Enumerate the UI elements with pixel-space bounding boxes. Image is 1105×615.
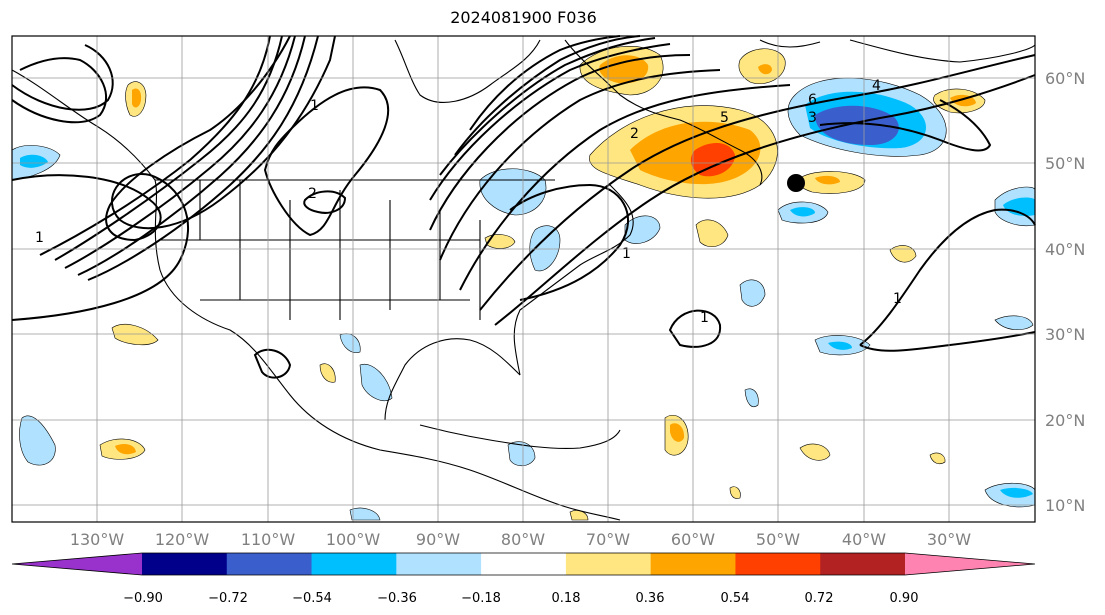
lat-label: 60°N bbox=[1045, 69, 1085, 88]
contour-label: 1 bbox=[622, 246, 631, 262]
lon-label: 40°W bbox=[842, 530, 886, 549]
colorbar-segment bbox=[650, 553, 736, 575]
colorbar-tick-label: −0.36 bbox=[377, 591, 417, 606]
lon-label: 130°W bbox=[70, 530, 125, 549]
lon-label: 50°W bbox=[756, 530, 800, 549]
colorbar-tick-labels: −0.90 −0.72 −0.54 −0.36 −0.18 0.18 0.36 … bbox=[123, 591, 918, 606]
colorbar-segment bbox=[820, 553, 906, 575]
colorbar-segment bbox=[481, 553, 567, 575]
lat-label: 20°N bbox=[1045, 411, 1085, 430]
contour-label: 2 bbox=[630, 126, 639, 142]
contour-label: 5 bbox=[720, 110, 729, 126]
longitude-labels: 130°W 120°W 110°W 100°W 90°W 80°W 70°W 6… bbox=[70, 530, 971, 549]
colorbar-segment bbox=[565, 553, 652, 575]
lat-label: 30°N bbox=[1045, 325, 1085, 344]
lon-label: 100°W bbox=[326, 530, 381, 549]
contour-label: 3 bbox=[808, 110, 817, 126]
lon-label: 60°W bbox=[671, 530, 715, 549]
positive-anomaly-newfoundland-peak bbox=[690, 143, 735, 177]
colorbar-tick-label: −0.54 bbox=[292, 591, 332, 606]
contour-label: 1 bbox=[310, 98, 319, 114]
colorbar-segment bbox=[396, 553, 482, 575]
lat-label: 50°N bbox=[1045, 154, 1085, 173]
colorbar-segment bbox=[142, 553, 228, 575]
colorbar-segment bbox=[311, 553, 397, 575]
colorbar-extend-low bbox=[12, 553, 142, 575]
latitude-labels: 60°N 50°N 40°N 30°N 20°N 10°N bbox=[1045, 69, 1085, 515]
colorbar-tick-label: 0.54 bbox=[721, 591, 750, 606]
contour-label: 6 bbox=[808, 92, 817, 108]
colorbar-tick-label: 0.90 bbox=[890, 591, 919, 606]
colorbar-outline bbox=[11, 552, 1036, 576]
lat-label: 10°N bbox=[1045, 496, 1085, 515]
colorbar-tick-label: 0.36 bbox=[636, 591, 665, 606]
colorbar-tick-label: −0.90 bbox=[123, 591, 163, 606]
contour-label: 4 bbox=[872, 78, 881, 94]
colorbar bbox=[11, 552, 1036, 576]
contour-label-group: 1 1 2 6 5 4 3 2 1 1 1 bbox=[35, 78, 902, 326]
contour-lines bbox=[11, 35, 1036, 379]
lon-label: 70°W bbox=[586, 530, 630, 549]
lat-label: 40°N bbox=[1045, 240, 1085, 259]
map-frame bbox=[11, 35, 1036, 523]
contour-label: 1 bbox=[700, 310, 709, 326]
map-title: 2024081900 F036 bbox=[450, 8, 597, 27]
lon-label: 90°W bbox=[416, 530, 460, 549]
location-marker bbox=[787, 174, 805, 192]
lon-label: 110°W bbox=[241, 530, 296, 549]
colorbar-tick-label: 0.72 bbox=[805, 591, 834, 606]
lon-label: 120°W bbox=[155, 530, 210, 549]
colorbar-segment bbox=[735, 553, 821, 575]
colorbar-extend-high bbox=[905, 553, 1035, 575]
colorbar-tick-label: −0.18 bbox=[461, 591, 501, 606]
graticule bbox=[12, 36, 1035, 522]
negative-anomaly-atlantic-core bbox=[815, 105, 899, 145]
colorbar-tick-label: 0.18 bbox=[552, 591, 581, 606]
colorbar-segment bbox=[226, 553, 313, 575]
lon-label: 80°W bbox=[501, 530, 545, 549]
contour-label: 2 bbox=[308, 186, 317, 202]
lon-label: 30°W bbox=[927, 530, 971, 549]
contour-label: 1 bbox=[893, 291, 902, 307]
contour-label: 1 bbox=[35, 230, 44, 246]
positive-anomaly-labrador-core bbox=[599, 55, 649, 84]
colorbar-tick-label: −0.72 bbox=[208, 591, 248, 606]
